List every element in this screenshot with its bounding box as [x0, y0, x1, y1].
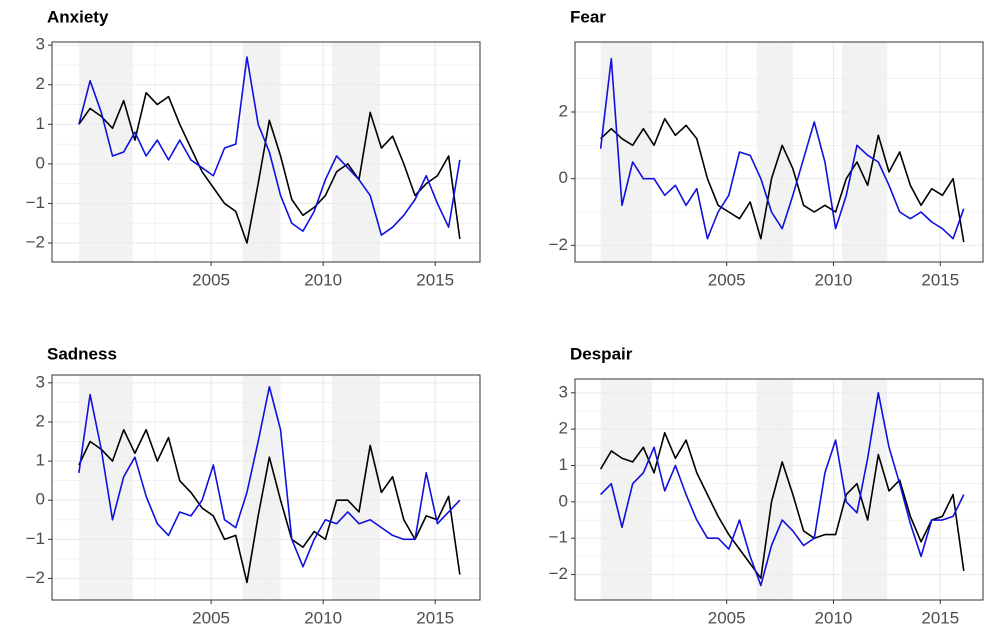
series-line [600, 392, 965, 587]
series-line [78, 56, 461, 236]
x-tick-label: 2015 [416, 270, 454, 289]
series-line [78, 385, 461, 568]
x-tick-label: 2005 [708, 608, 746, 627]
y-tick-label: 2 [36, 411, 45, 430]
y-tick-label: 2 [559, 419, 568, 438]
y-tick-label: 0 [559, 491, 568, 510]
x-tick-label: 2015 [921, 608, 959, 627]
panel-title: Anxiety [47, 7, 109, 26]
panel-title: Fear [570, 7, 606, 26]
x-tick-label: 2010 [304, 608, 342, 627]
y-tick-label: −2 [26, 232, 45, 251]
y-tick-label: 1 [36, 114, 45, 133]
series-line [599, 432, 965, 579]
y-tick-label: −1 [549, 528, 568, 547]
y-tick-label: −2 [26, 568, 45, 587]
series-line [78, 91, 461, 244]
shaded-range [842, 379, 887, 600]
plot-background [575, 379, 983, 600]
x-tick-label: 2010 [815, 270, 853, 289]
y-tick-label: 2 [36, 74, 45, 93]
series-line [600, 117, 965, 243]
shaded-range [600, 379, 652, 600]
shaded-range [332, 375, 380, 600]
series-line [78, 428, 461, 584]
x-tick-label: 2015 [921, 270, 959, 289]
y-tick-label: 3 [559, 382, 568, 401]
panel-border [574, 41, 984, 263]
shaded-range [600, 42, 652, 262]
y-tick-label: 0 [36, 153, 45, 172]
panel-border [51, 41, 481, 263]
y-tick-label: 1 [36, 451, 45, 470]
panel-border [51, 374, 481, 601]
x-tick-label: 2015 [416, 608, 454, 627]
y-tick-label: 3 [36, 35, 45, 54]
x-tick-label: 2010 [815, 608, 853, 627]
y-tick-label: 2 [559, 101, 568, 120]
x-tick-label: 2005 [192, 270, 230, 289]
y-tick-label: −1 [26, 529, 45, 548]
plot-background [52, 375, 480, 600]
y-tick-label: 1 [559, 455, 568, 474]
y-tick-label: −1 [26, 193, 45, 212]
shaded-range [332, 42, 380, 262]
shaded-range [78, 375, 133, 600]
x-tick-label: 2005 [708, 270, 746, 289]
y-tick-label: 3 [36, 372, 45, 391]
x-tick-label: 2005 [192, 608, 230, 627]
x-tick-label: 2010 [304, 270, 342, 289]
panel-title: Despair [570, 344, 633, 363]
shaded-range [242, 42, 281, 262]
y-tick-label: −2 [549, 235, 568, 254]
y-tick-label: −2 [549, 564, 568, 583]
panel-border [574, 378, 984, 601]
panel-title: Sadness [47, 344, 117, 363]
y-tick-label: 0 [36, 490, 45, 509]
series-line [599, 57, 965, 240]
y-tick-label: 0 [559, 168, 568, 187]
panel: 2005 2010 2015 −2 0 2 Fear [549, 7, 984, 289]
